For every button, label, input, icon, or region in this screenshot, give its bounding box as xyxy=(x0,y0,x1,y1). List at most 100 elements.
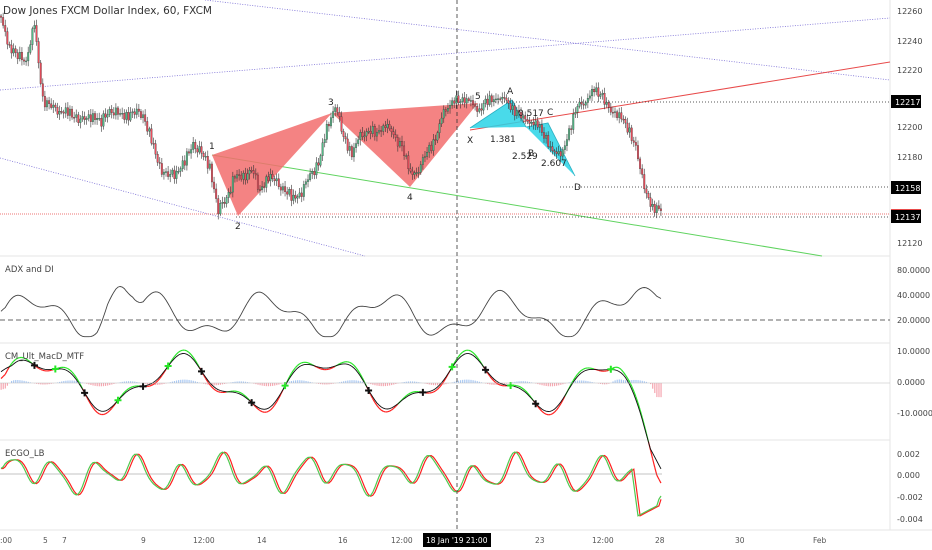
pattern-outline xyxy=(469,99,576,177)
macd-histogram-bar xyxy=(464,379,466,383)
macd-line-segment xyxy=(518,385,522,388)
candle xyxy=(165,167,167,177)
macd-histogram-bar xyxy=(434,383,437,386)
candle xyxy=(655,202,658,219)
time-axis[interactable]: :00 5 7 9 12:00 14 16 12:00 23 12:00 28 … xyxy=(0,536,827,545)
candle xyxy=(279,183,282,196)
candle xyxy=(549,140,552,153)
point-label-4: 4 xyxy=(407,193,413,203)
macd-histogram-bar xyxy=(88,383,90,385)
candle xyxy=(75,109,78,123)
candle xyxy=(275,173,278,187)
macd-histogram-bar xyxy=(290,380,293,383)
ratio-label-2: 1.381 xyxy=(490,135,516,145)
macd-histogram-bar xyxy=(27,381,29,383)
candle xyxy=(474,100,477,111)
macd-histogram-bar xyxy=(50,383,52,384)
time-label: 14 xyxy=(257,536,267,545)
macd-histogram-bar xyxy=(537,383,539,385)
candle xyxy=(382,123,385,136)
macd-line-segment xyxy=(128,387,131,390)
macd-histogram-bar xyxy=(292,380,295,383)
macd-histogram-bar xyxy=(94,383,96,386)
candle xyxy=(499,96,502,102)
macd-line-segment xyxy=(520,386,524,390)
crosshair-time-badge xyxy=(423,533,491,547)
macd-line-segment xyxy=(161,372,165,377)
candle xyxy=(488,90,491,107)
candle xyxy=(188,148,190,156)
macd-line-segment xyxy=(391,407,395,411)
macd-histogram-bar xyxy=(19,380,21,383)
macd-line-segment xyxy=(579,369,582,373)
candle xyxy=(242,170,245,185)
candle xyxy=(183,155,186,171)
macd-line-segment xyxy=(71,371,75,375)
pattern-triangle-1 xyxy=(212,113,332,216)
macd-line-segment xyxy=(123,389,127,393)
candle xyxy=(570,125,573,135)
macd-histogram-bar xyxy=(38,383,40,385)
macd-histogram-bar xyxy=(606,383,608,385)
ecgo-tick: 0.000 xyxy=(897,471,920,480)
price-axis[interactable]: 12260 12240 12220 12200 12180 12120 xyxy=(897,7,922,248)
candle xyxy=(221,196,224,209)
macd-line-segment xyxy=(468,349,472,352)
candle xyxy=(522,113,525,124)
macd-histogram-bar xyxy=(10,380,13,383)
macd-histogram-bar xyxy=(272,383,274,386)
macd-line-segment xyxy=(257,408,261,412)
macd-cross-marker xyxy=(482,366,490,374)
macd-histogram-bar xyxy=(244,381,247,383)
macd-histogram-bar xyxy=(574,380,577,383)
candle xyxy=(292,189,295,205)
candle xyxy=(482,100,485,115)
macd-line-segment xyxy=(180,349,183,352)
macd-line-segment xyxy=(40,368,44,371)
candle xyxy=(480,103,483,116)
price-tick: 12220 xyxy=(897,66,922,75)
candle xyxy=(440,112,443,127)
time-label: 16 xyxy=(338,536,348,545)
candle xyxy=(175,165,178,184)
macd-line-segment xyxy=(437,386,441,390)
point-label-5: 5 xyxy=(475,92,481,102)
candle xyxy=(252,165,255,179)
price-tick: 12120 xyxy=(897,239,922,248)
macd-line-segment xyxy=(487,372,491,377)
macd-histogram-bar xyxy=(437,383,439,386)
candle xyxy=(14,45,17,58)
macd-histogram-bar xyxy=(100,383,102,387)
macd-line-segment xyxy=(255,406,259,410)
candle xyxy=(578,97,581,109)
candle xyxy=(428,142,431,158)
macd-line-segment xyxy=(393,405,397,409)
candle xyxy=(534,115,537,130)
candle xyxy=(507,97,510,109)
macd-histogram-bar xyxy=(503,383,506,385)
red-resistance-line xyxy=(469,61,891,131)
macd-histogram-bar xyxy=(376,383,378,386)
candle xyxy=(476,103,479,117)
macd-line-segment xyxy=(464,349,467,352)
candle xyxy=(192,136,195,154)
ratio-label-1: 0.517 xyxy=(518,109,544,119)
macd-line-segment xyxy=(276,397,280,403)
macd-histogram-bar xyxy=(146,383,148,385)
macd-line-segment xyxy=(554,409,557,413)
macd-histogram-bar xyxy=(462,379,464,383)
candle xyxy=(459,98,462,109)
candle xyxy=(56,102,59,119)
candle xyxy=(599,91,602,100)
macd-histogram-bar xyxy=(46,383,48,385)
candle xyxy=(447,103,449,115)
candle xyxy=(444,106,447,117)
ecgo-tick: -0.004 xyxy=(897,515,923,524)
macd-histogram-bar xyxy=(25,381,27,383)
macd-histogram-bar xyxy=(457,380,460,383)
macd-histogram-bar xyxy=(180,379,182,383)
macd-histogram-bar xyxy=(109,383,111,386)
macd-line-segment xyxy=(299,362,303,365)
macd-histogram-bar xyxy=(157,383,159,385)
